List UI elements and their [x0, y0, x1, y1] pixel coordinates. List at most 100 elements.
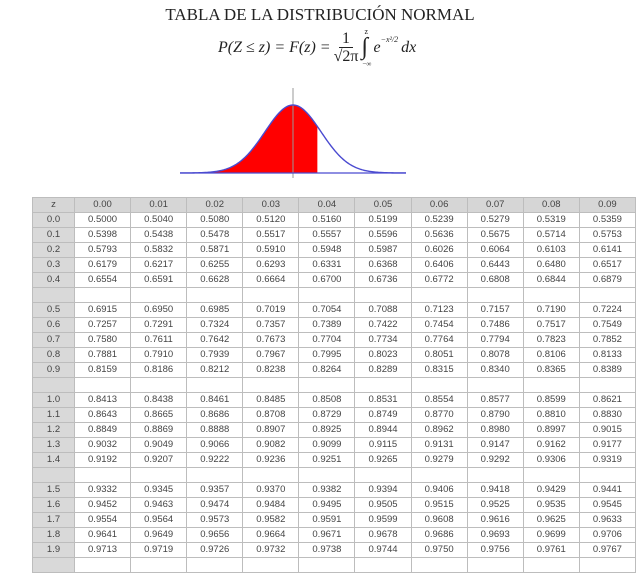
probability-cell: 0.8599 — [522, 392, 580, 408]
probability-cell: 0.7088 — [354, 302, 412, 318]
probability-cell: 0.8531 — [354, 392, 412, 408]
z-value: 1.6 — [32, 497, 75, 513]
empty-cell — [410, 557, 468, 573]
probability-cell: 0.9564 — [130, 512, 188, 528]
integral-sign: z ∫ −∞ — [361, 27, 373, 68]
spacer-row — [32, 377, 637, 393]
probability-cell: 0.9452 — [73, 497, 132, 513]
probability-cell: 0.8133 — [578, 347, 637, 363]
probability-cell: 0.9761 — [522, 542, 580, 558]
probability-cell: 0.8790 — [466, 407, 524, 423]
probability-cell: 0.8212 — [186, 362, 244, 378]
probability-cell: 0.5000 — [73, 212, 132, 228]
probability-cell: 0.9082 — [242, 437, 300, 453]
empty-cell — [354, 287, 412, 303]
probability-cell: 0.9738 — [298, 542, 356, 558]
probability-cell: 0.7389 — [298, 317, 356, 333]
z-value: 1.4 — [32, 452, 75, 468]
probability-cell: 0.8997 — [522, 422, 580, 438]
empty-cell — [410, 467, 468, 483]
probability-cell: 0.9236 — [242, 452, 300, 468]
probability-cell: 0.9222 — [186, 452, 244, 468]
probability-cell: 0.7734 — [354, 332, 412, 348]
empty-cell — [522, 287, 580, 303]
header-col: 0.06 — [410, 197, 468, 213]
probability-cell: 0.9099 — [298, 437, 356, 453]
empty-cell — [354, 557, 412, 573]
normal-curve-illustration — [180, 88, 406, 178]
probability-cell: 0.8749 — [354, 407, 412, 423]
probability-cell: 0.7823 — [522, 332, 580, 348]
probability-cell: 0.9706 — [578, 527, 637, 543]
probability-cell: 0.9345 — [130, 482, 188, 498]
probability-cell: 0.5832 — [130, 242, 188, 258]
probability-cell: 0.5438 — [130, 227, 188, 243]
probability-cell: 0.7291 — [130, 317, 188, 333]
formula-numerator: 1 — [339, 30, 354, 48]
probability-cell: 0.6103 — [522, 242, 580, 258]
empty-cell — [73, 287, 132, 303]
probability-cell: 0.9032 — [73, 437, 132, 453]
z-value: 0.2 — [32, 242, 75, 258]
probability-cell: 0.9495 — [298, 497, 356, 513]
probability-cell: 0.5239 — [410, 212, 468, 228]
table-row: 0.0 0.5000 0.5040 0.5080 0.5120 0.5160 0.5199 0… — [32, 212, 637, 228]
probability-cell: 0.5596 — [354, 227, 412, 243]
probability-cell: 0.6217 — [130, 257, 188, 273]
spacer-row — [32, 287, 637, 303]
empty-cell — [73, 467, 132, 483]
empty-cell — [298, 467, 356, 483]
normal-cdf-formula: P(Z ≤ z) = F(z) = 1 √2π z ∫ −∞ e −x²/2 d… — [218, 26, 416, 70]
probability-cell: 0.8186 — [130, 362, 188, 378]
table-row: 1.7 0.9554 0.9564 0.9573 0.9582 0.9591 0.9599 0… — [32, 512, 637, 528]
probability-cell: 0.7257 — [73, 317, 132, 333]
probability-cell: 0.9484 — [242, 497, 300, 513]
probability-cell: 0.9625 — [522, 512, 580, 528]
probability-cell: 0.6736 — [354, 272, 412, 288]
header-z: z — [32, 197, 75, 213]
probability-cell: 0.5160 — [298, 212, 356, 228]
probability-cell: 0.9131 — [410, 437, 468, 453]
probability-cell: 0.7580 — [73, 332, 132, 348]
z-value: 0.7 — [32, 332, 75, 348]
probability-cell: 0.8508 — [298, 392, 356, 408]
probability-cell: 0.8106 — [522, 347, 580, 363]
probability-cell: 0.9767 — [578, 542, 637, 558]
spacer-row — [32, 467, 637, 483]
probability-cell: 0.9719 — [130, 542, 188, 558]
z-value: 0.5 — [32, 302, 75, 318]
empty-cell — [32, 467, 75, 483]
table-row: 0.9 0.8159 0.8186 0.8212 0.8238 0.8264 0.8289 0… — [32, 362, 637, 378]
probability-cell: 0.7224 — [578, 302, 637, 318]
probability-cell: 0.5948 — [298, 242, 356, 258]
probability-cell: 0.8643 — [73, 407, 132, 423]
spacer-row — [32, 557, 637, 573]
probability-cell: 0.6844 — [522, 272, 580, 288]
probability-cell: 0.8315 — [410, 362, 468, 378]
probability-cell: 0.7019 — [242, 302, 300, 318]
probability-cell: 0.9418 — [466, 482, 524, 498]
header-col: 0.09 — [578, 197, 637, 213]
probability-cell: 0.9641 — [73, 527, 132, 543]
probability-cell: 0.6255 — [186, 257, 244, 273]
probability-cell: 0.7939 — [186, 347, 244, 363]
probability-cell: 0.8770 — [410, 407, 468, 423]
probability-cell: 0.9292 — [466, 452, 524, 468]
probability-cell: 0.9370 — [242, 482, 300, 498]
header-col: 0.03 — [242, 197, 300, 213]
probability-cell: 0.6368 — [354, 257, 412, 273]
probability-cell: 0.9162 — [522, 437, 580, 453]
z-value: 1.5 — [32, 482, 75, 498]
probability-cell: 0.9616 — [466, 512, 524, 528]
empty-cell — [32, 377, 75, 393]
empty-cell — [410, 377, 468, 393]
empty-cell — [522, 557, 580, 573]
table-row: 0.7 0.7580 0.7611 0.7642 0.7673 0.7704 0.7734 0… — [32, 332, 637, 348]
probability-cell: 0.9382 — [298, 482, 356, 498]
probability-cell: 0.7422 — [354, 317, 412, 333]
probability-cell: 0.9678 — [354, 527, 412, 543]
probability-cell: 0.6700 — [298, 272, 356, 288]
empty-cell — [466, 287, 524, 303]
probability-cell: 0.8665 — [130, 407, 188, 423]
probability-cell: 0.9406 — [410, 482, 468, 498]
